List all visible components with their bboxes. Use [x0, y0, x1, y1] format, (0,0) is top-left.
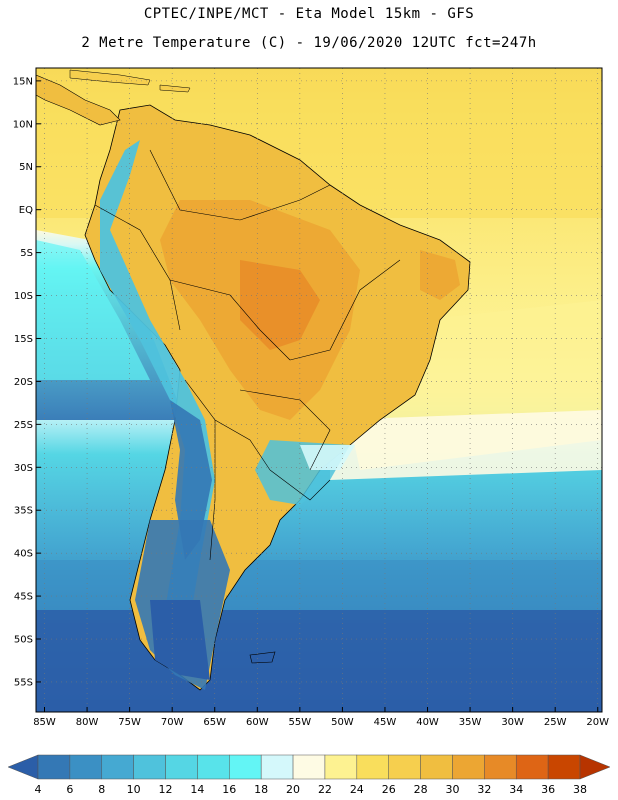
colorbar-label: 4 [35, 783, 42, 796]
lat-tick-label: 45S [14, 592, 33, 603]
lat-tick-label: 15S [14, 334, 33, 345]
lat-tick-label: 30S [14, 463, 33, 474]
colorbar-label: 22 [318, 783, 332, 796]
lon-tick-label: 25W [544, 717, 567, 728]
colorbar-segment [292, 754, 326, 780]
colorbar-segment [324, 754, 358, 780]
lon-tick-label: 65W [203, 717, 226, 728]
colorbar-label: 24 [350, 783, 364, 796]
lon-tick-label: 40W [416, 717, 439, 728]
colorbar-label: 8 [98, 783, 105, 796]
map-frame [35, 67, 603, 713]
lon-tick-label: 35W [459, 717, 482, 728]
lon-tick-label: 60W [246, 717, 269, 728]
colorbar-segment [260, 754, 294, 780]
colorbar-label: 18 [254, 783, 268, 796]
colorbar: 4 6 8 10 12 14 16 18 20 22 24 26 28 30 32 34 36 38 [7, 754, 611, 796]
map-field [36, 68, 602, 712]
colorbar-segment [356, 754, 389, 780]
colorbar-label: 14 [190, 783, 204, 796]
colorbar-label: 28 [414, 783, 428, 796]
lat-tick-label: 55S [14, 677, 33, 688]
longitude-labels: 85W 80W 75W 70W 65W 60W 55W 50W 45W 40W 35W 30W 25W 2… [33, 717, 609, 728]
lat-tick-label: 40S [14, 549, 33, 560]
colorbar-segment [515, 754, 549, 780]
map-subtitle: 2 Metre Temperature (C) - 19/06/2020 12U… [81, 35, 537, 51]
lat-tick-label: 5S [20, 248, 33, 259]
colorbar-segment [420, 754, 453, 780]
colorbar-label: 34 [509, 783, 523, 796]
lon-tick-label: 80W [76, 717, 99, 728]
colorbar-segment [165, 754, 198, 780]
lon-tick-label: 75W [118, 717, 141, 728]
colorbar-segment [229, 754, 262, 780]
lon-tick-label: 85W [33, 717, 56, 728]
colorbar-segment [37, 754, 71, 780]
colorbar-segment [484, 754, 517, 780]
latitude-labels: 15N 10N 5N EQ 5S 10S 15S 20S 25S 30S 35S 40S 45S 50S 5… [13, 76, 33, 688]
colorbar-label: 26 [382, 783, 396, 796]
lat-tick-label: 10S [14, 291, 33, 302]
lat-tick-label: 15N [13, 76, 33, 87]
colorbar-label: 20 [286, 783, 300, 796]
lon-tick-label: 70W [161, 717, 184, 728]
colorbar-segment [133, 754, 166, 780]
lat-tick-label: 25S [14, 420, 33, 431]
colorbar-high-arrow [579, 754, 611, 780]
lat-tick-label: EQ [19, 205, 33, 216]
colorbar-segment [452, 754, 485, 780]
lat-tick-label: 5N [19, 162, 33, 173]
colorbar-segment [547, 754, 581, 780]
colorbar-label: 10 [127, 783, 141, 796]
colorbar-label: 32 [477, 783, 491, 796]
colorbar-segment [69, 754, 103, 780]
colorbar-segment [101, 754, 134, 780]
colorbar-segment [197, 754, 230, 780]
colorbar-label: 30 [445, 783, 459, 796]
lon-tick-label: 30W [501, 717, 524, 728]
colorbar-segment [388, 754, 421, 780]
lat-tick-label: 20S [14, 377, 33, 388]
colorbar-label: 36 [541, 783, 555, 796]
lat-tick-label: 10N [13, 119, 33, 130]
colorbar-low-arrow [7, 754, 39, 780]
lon-tick-label: 50W [331, 717, 354, 728]
lat-tick-label: 35S [14, 506, 33, 517]
map-title: CPTEC/INPE/MCT - Eta Model 15km - GFS [143, 6, 475, 22]
lon-tick-label: 20W [586, 717, 609, 728]
colorbar-label: 38 [573, 783, 587, 796]
colorbar-label: 6 [66, 783, 73, 796]
colorbar-label: 16 [222, 783, 236, 796]
graticule [36, 68, 602, 712]
lat-tick-label: 50S [14, 635, 33, 646]
lon-tick-label: 55W [289, 717, 312, 728]
lon-tick-label: 45W [374, 717, 397, 728]
colorbar-label: 12 [159, 783, 173, 796]
